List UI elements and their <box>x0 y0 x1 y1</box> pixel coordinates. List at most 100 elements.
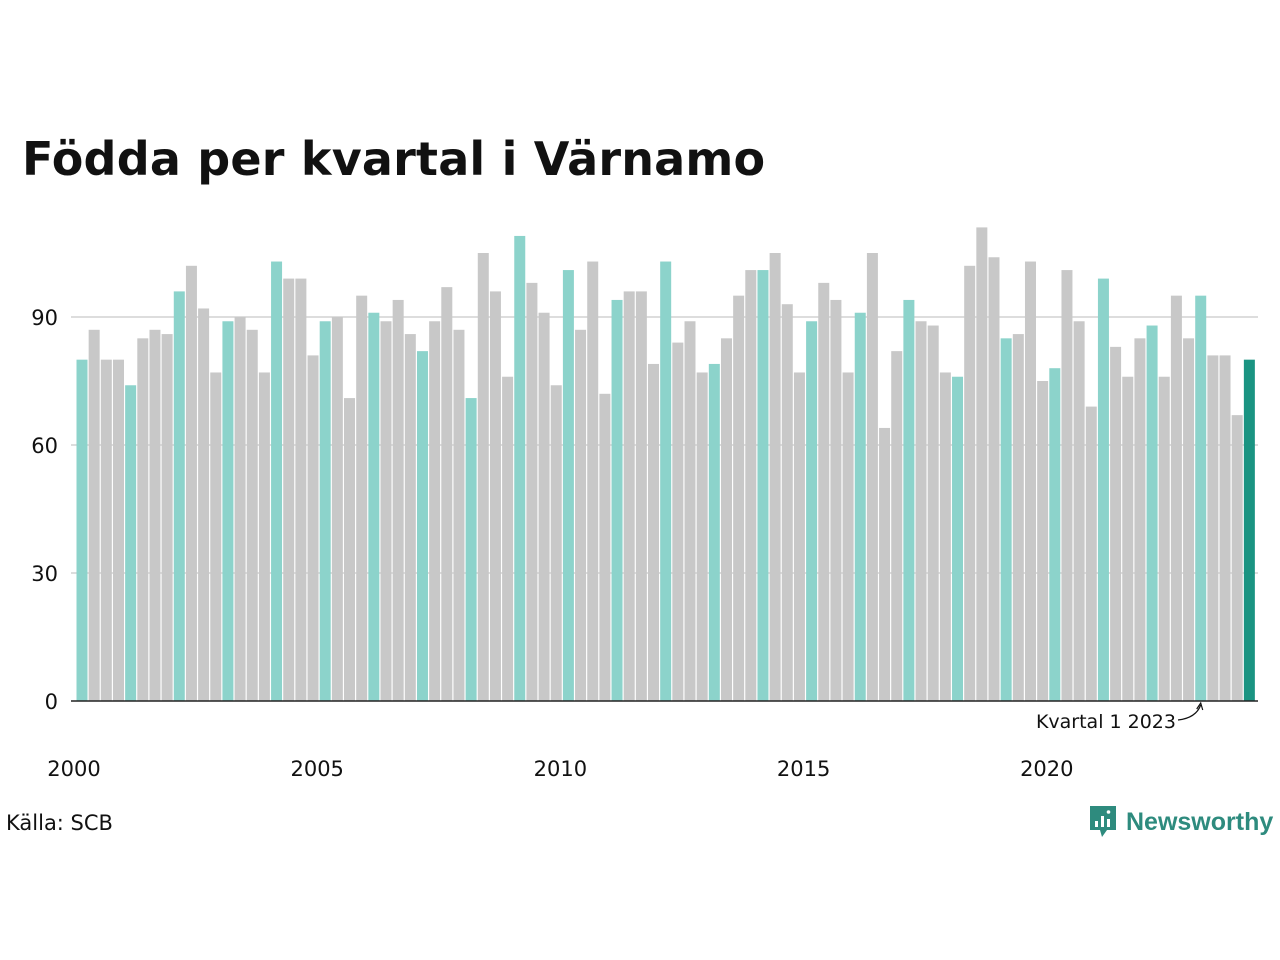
chart-title: Födda per kvartal i Värnamo <box>22 132 766 186</box>
y-tick-label: 90 <box>31 306 58 330</box>
bar <box>185 265 197 701</box>
bar <box>1085 406 1097 701</box>
bar <box>161 334 173 701</box>
bar <box>684 321 696 701</box>
axes: 0 30 60 90 2000 2005 2010 2015 2020 <box>31 306 1258 781</box>
annotation-label: Kvartal 1 2023 <box>1036 711 1176 733</box>
x-tick-label: 2000 <box>47 757 100 781</box>
bar <box>623 291 635 701</box>
bar <box>1170 295 1182 701</box>
bar <box>429 321 441 701</box>
bar <box>210 372 222 701</box>
bar <box>1207 355 1219 701</box>
bar <box>939 372 951 701</box>
x-tick-label: 2005 <box>290 757 343 781</box>
bar <box>1122 376 1134 701</box>
brand-logo: Newsworthy <box>1088 804 1273 840</box>
x-tick-label: 2020 <box>1020 757 1073 781</box>
bar <box>344 398 356 701</box>
bar <box>1012 334 1024 701</box>
bars <box>76 227 1255 701</box>
annotation-arrow <box>1177 704 1202 721</box>
bar <box>1097 278 1109 701</box>
bar <box>769 253 781 701</box>
bar <box>866 253 878 701</box>
bar <box>952 376 964 701</box>
y-tick-label: 60 <box>31 434 58 458</box>
bar <box>1061 270 1073 701</box>
bar <box>538 312 550 701</box>
bar <box>1049 368 1061 701</box>
bar <box>416 351 428 701</box>
bar <box>100 359 112 701</box>
bar <box>380 321 392 701</box>
x-tick-label: 2010 <box>534 757 587 781</box>
bar <box>88 329 100 701</box>
bar <box>660 261 672 701</box>
y-tick-label: 30 <box>31 562 58 586</box>
bar <box>1073 321 1085 701</box>
bar <box>76 359 88 701</box>
bar <box>611 299 623 701</box>
bar <box>234 317 246 701</box>
bar <box>915 321 927 701</box>
bar <box>112 359 124 701</box>
brand-name: Newsworthy <box>1126 807 1274 836</box>
bar <box>453 329 465 701</box>
bar <box>927 325 939 701</box>
bar <box>1231 415 1243 701</box>
bar <box>173 291 185 701</box>
bar <box>441 287 453 701</box>
bar <box>976 227 988 701</box>
bar <box>575 329 587 701</box>
bar <box>502 376 514 701</box>
bar <box>526 282 538 701</box>
bar <box>830 299 842 701</box>
bar <box>793 372 805 701</box>
bar <box>1024 261 1036 701</box>
bar <box>781 304 793 701</box>
bar <box>295 278 307 701</box>
bar <box>283 278 295 701</box>
bar <box>842 372 854 701</box>
annotation: Kvartal 1 2023 <box>1036 701 1204 733</box>
bar <box>757 270 769 701</box>
bar <box>562 270 574 701</box>
bar <box>392 299 404 701</box>
bar <box>258 372 270 701</box>
bar <box>125 385 137 701</box>
bar <box>137 338 149 701</box>
bar <box>879 427 891 701</box>
source-label: Källa: SCB <box>6 811 113 835</box>
bar <box>672 342 684 701</box>
bar <box>271 261 283 701</box>
bar <box>988 257 1000 701</box>
bar <box>599 393 611 701</box>
bar <box>368 312 380 701</box>
bar <box>149 329 161 701</box>
bar <box>806 321 818 701</box>
bar <box>319 321 331 701</box>
bar <box>477 253 489 701</box>
bar <box>696 372 708 701</box>
bar <box>891 351 903 701</box>
bar <box>550 385 562 701</box>
bar <box>1134 338 1146 701</box>
bar <box>1183 338 1195 701</box>
bar <box>708 363 720 701</box>
bar <box>903 299 915 701</box>
bar <box>246 329 258 701</box>
bar <box>404 334 416 701</box>
bar <box>331 317 343 701</box>
bar <box>465 398 477 701</box>
bar <box>964 265 976 701</box>
bar <box>1158 376 1170 701</box>
bar <box>222 321 234 701</box>
bar <box>1110 346 1122 701</box>
newsworthy-logo-icon <box>1090 806 1116 837</box>
bar <box>356 295 368 701</box>
bar <box>818 282 830 701</box>
x-tick-label: 2015 <box>777 757 830 781</box>
bar <box>198 308 210 701</box>
